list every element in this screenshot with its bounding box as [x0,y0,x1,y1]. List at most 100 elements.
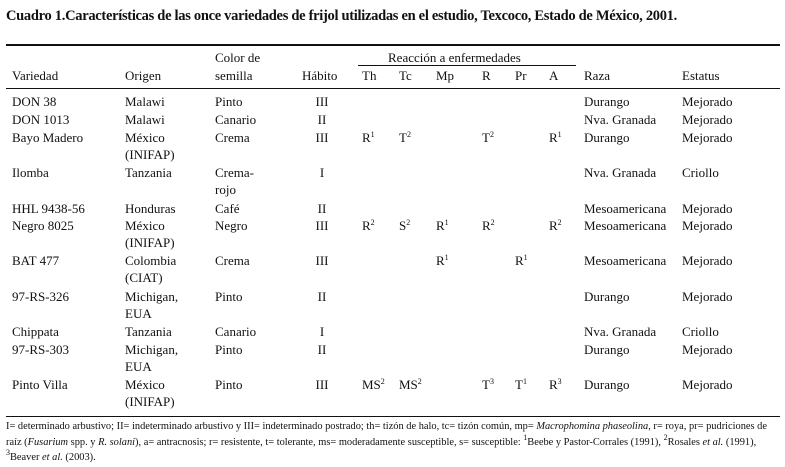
header-color-line1: Color de [215,50,261,65]
cell-raza: Mesoamericana [584,253,667,268]
cell-variedad: Negro 8025 [12,218,74,233]
bottom-rule [6,416,780,417]
cell-habito: II [317,342,327,357]
cell-a: R3 [549,377,562,392]
cell-mp: R1 [436,218,449,233]
cell-variedad: Bayo Madero [12,130,84,145]
cell-origen-line2: (INIFAP) [125,147,175,162]
cell-raza: Nva. Granada [584,324,657,339]
header-group: Reacción a enfermedades [388,50,521,65]
reference-superscript: 2 [557,218,562,227]
cell-color: Crema [215,130,250,145]
table-row: 97-RS-303 Michigan, EUA Pinto II Durango Mejor… [0,342,785,376]
cell-habito: II [317,112,327,127]
footnote-ref: 1 [523,432,528,442]
cell-color: Negro [215,218,248,233]
table-row: BAT 477 Colombia (CIAT) Crema III R1 R1 Mesoame… [0,253,785,287]
reaction-value: R [549,218,558,233]
cell-pr: T1 [515,377,527,392]
cell-origen-line2: EUA [125,306,152,321]
cell-estatus: Mejorado [682,218,733,233]
cell-estatus: Criollo [682,165,719,180]
cell-color: Café [215,201,240,216]
cell-r: T3 [482,377,494,392]
cell-origen-line2: EUA [125,359,152,374]
reaction-value: S [399,218,407,233]
header-rule [6,88,780,89]
cell-estatus: Mejorado [682,130,733,145]
cell-variedad: BAT 477 [12,253,60,268]
cell-origen: Malawi [125,112,165,127]
cell-variedad: DON 38 [12,94,57,109]
cell-th: R1 [362,130,375,145]
cell-habito: I [319,324,325,339]
reaction-value: MS [362,377,381,392]
reaction-value: T [399,130,407,145]
cell-th: MS2 [362,377,385,392]
cell-habito: III [315,130,329,145]
cell-variedad: DON 1013 [12,112,70,127]
reaction-value: T [482,377,490,392]
cell-color: Crema [215,253,250,268]
footnote-text: (2003). [62,452,96,463]
header-mp: Mp [436,68,455,83]
reference-superscript: 1 [370,130,375,139]
footnote-ref: 3 [6,448,10,457]
cell-variedad: Chippata [12,324,59,339]
table-title: Cuadro 1.Características de las once var… [6,8,677,24]
header-estatus: Estatus [682,68,720,83]
header-variedad: Variedad [12,68,59,83]
cell-estatus: Mejorado [682,94,733,109]
cell-habito: III [315,218,329,233]
cell-raza: Durango [584,377,630,392]
header-a: A [549,68,559,83]
footnote-ref: 2 [663,432,668,442]
table-row: Ilomba Tanzania Crema-rojo I Nva. Granada Cri… [0,165,785,199]
footnote-text: ), a= antracnosis; r= resistente, t= tol… [135,436,524,448]
footnote-italic: et al. [42,452,63,463]
cell-estatus: Mejorado [682,112,733,127]
cell-raza: Mesoamericana [584,218,667,233]
cell-estatus: Mejorado [682,377,733,392]
footnote-text: Rosales [667,436,703,448]
cell-raza: Mesoamericana [584,201,667,216]
cell-estatus: Mejorado [682,289,733,304]
reference-superscript: 2 [417,377,422,386]
reference-superscript: 3 [557,377,562,386]
reference-superscript: 3 [489,377,494,386]
footnote-text: I= determinado arbustivo; II= indetermin… [6,421,537,432]
table-row: Bayo Madero México (INIFAP) Crema III R1 T2 T2 R… [0,130,785,164]
cell-color: Crema- [215,165,254,180]
reaction-value: R [549,130,558,145]
top-rule [6,44,780,46]
header-th: Th [362,68,377,83]
header-raza: Raza [584,68,610,83]
reaction-value: R [549,377,558,392]
table-row: Pinto Villa México (INIFAP) Pinto III MS2 MS2 T… [0,377,785,411]
cell-mp: R1 [436,253,449,268]
footnote-italic: Macrophomina phaseolina [536,421,649,432]
cell-estatus: Mejorado [682,342,733,357]
cell-estatus: Mejorado [682,201,733,216]
reaction-value: T [482,130,490,145]
table-row: HHL 9438-56 Honduras Café II Mesoamericana Me… [0,201,785,235]
header-pr: Pr [515,68,527,83]
cell-origen: Michigan, [125,342,179,357]
cell-raza: Durango [584,94,630,109]
cell-color-line2: rojo [215,182,236,197]
cell-origen-line2: (INIFAP) [125,235,175,250]
reaction-value: R [436,218,445,233]
cell-habito: III [315,253,329,268]
cell-origen-line2: (INIFAP) [125,394,175,409]
cell-tc: MS2 [399,377,422,392]
reaction-value: MS [399,377,418,392]
cell-variedad: 97-RS-303 [12,342,70,357]
cell-origen-line2: (CIAT) [125,270,163,285]
reference-superscript: 2 [406,130,411,139]
cell-raza: Durango [584,289,630,304]
cell-origen: Michigan, [125,289,179,304]
cell-variedad: 97-RS-326 [12,289,70,304]
table-row: DON 1013 Malawi Canario II Nva. Granada Mejor… [0,112,785,146]
cell-raza: Durango [584,130,630,145]
header-origen: Origen [125,68,162,83]
